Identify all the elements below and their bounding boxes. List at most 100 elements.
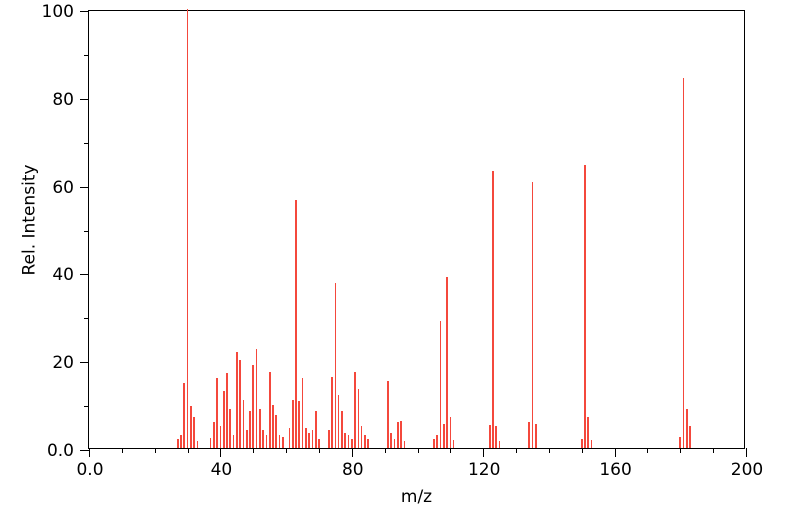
- spectrum-peak: [689, 426, 691, 448]
- spectrum-peak: [275, 415, 278, 448]
- spectrum-peak: [439, 320, 442, 448]
- spectrum-peak: [196, 441, 199, 448]
- y-axis-minor-tick: [84, 318, 89, 320]
- x-axis-minor-tick: [647, 448, 649, 453]
- spectrum-peak: [298, 400, 301, 448]
- spectrum-peak: [216, 377, 218, 448]
- spectrum-peak: [498, 441, 501, 448]
- x-axis-tick-label: 200: [730, 460, 764, 480]
- x-axis-minor-tick: [713, 448, 715, 453]
- spectrum-peak: [314, 410, 317, 448]
- spectrum-peak: [272, 404, 274, 448]
- spectrum-peak: [436, 434, 439, 448]
- y-axis-minor-tick: [84, 406, 89, 408]
- x-axis-tick-label: 160: [599, 460, 632, 480]
- spectrum-peak: [360, 426, 363, 448]
- x-axis-minor-tick: [154, 448, 156, 453]
- spectrum-peak: [209, 438, 212, 448]
- spectrum-peak: [288, 428, 291, 448]
- x-axis-minor-tick: [253, 448, 255, 453]
- spectrum-peak: [252, 365, 255, 448]
- y-axis-tick: 80: [52, 90, 89, 110]
- x-axis-minor-tick: [450, 448, 452, 453]
- spectrum-peak: [364, 434, 366, 448]
- x-axis-minor-tick: [286, 448, 288, 453]
- x-axis-tick: 80: [342, 448, 364, 480]
- spectrum-peak: [304, 428, 307, 448]
- plot-area: 0.0 20 40 60 80 100 0.0 40 80 120 160 200: [42, 2, 764, 480]
- spectrum-peak: [186, 9, 189, 448]
- spectrum-peak: [495, 426, 498, 448]
- spectrum-peak: [446, 276, 448, 448]
- y-axis-minor-tick: [84, 54, 89, 56]
- y-axis-tick-label: 80: [52, 89, 74, 110]
- spectrum-peak: [390, 432, 393, 448]
- spectrum-peak: [354, 372, 356, 448]
- spectrum-peak: [301, 377, 304, 448]
- spectrum-peak: [219, 426, 222, 448]
- x-axis-minor-tick: [121, 448, 123, 453]
- spectrum-peak: [229, 408, 232, 448]
- spectrum-peak: [249, 410, 251, 448]
- spectrum-peak: [331, 376, 333, 448]
- spectrum-peak: [337, 395, 340, 448]
- x-axis-label: m/z: [400, 487, 433, 507]
- spectrum-peak: [262, 430, 264, 448]
- spectrum-peak: [176, 438, 179, 448]
- spectrum-peak: [258, 408, 261, 448]
- spectrum-peak: [341, 410, 343, 448]
- x-axis-minor-tick: [187, 448, 189, 453]
- spectrum-peak: [291, 399, 294, 448]
- spectrum-peak: [268, 372, 271, 448]
- spectrum-peak: [357, 388, 360, 448]
- spectrum-peak: [245, 430, 248, 448]
- spectrum-peak: [492, 170, 494, 448]
- spectrum-peak: [531, 182, 534, 448]
- x-axis-tick-label: 40: [210, 460, 233, 480]
- spectrum-peak: [679, 437, 682, 448]
- spectrum-peak: [180, 434, 182, 448]
- x-axis-tick: 160: [599, 448, 632, 480]
- y-axis-tick: 100: [42, 2, 89, 22]
- x-axis-tick: 200: [731, 448, 763, 480]
- spectrum-peak: [590, 440, 593, 448]
- spectrum-peak: [226, 372, 228, 448]
- x-axis-minor-tick: [384, 448, 386, 453]
- spectrum-peak: [367, 439, 370, 448]
- spectrum-peak: [265, 434, 268, 448]
- y-axis-label: Rel. Intensity: [19, 163, 40, 276]
- x-axis-minor-tick: [581, 448, 583, 453]
- spectrum-peak: [442, 423, 445, 448]
- spectrum-peak: [327, 429, 330, 448]
- y-axis-tick-label: 100: [41, 2, 74, 22]
- y-axis-label-wrapper: Rel. Intensity: [10, 0, 40, 439]
- spectrum-peak: [587, 417, 590, 448]
- spectrum-peak: [183, 383, 186, 448]
- spectrum-peak: [232, 434, 235, 448]
- y-axis-tick-label: 0.0: [46, 441, 74, 461]
- y-axis-tick-label: 60: [52, 177, 74, 198]
- x-axis-minor-tick: [516, 448, 518, 453]
- y-axis-minor-tick: [84, 142, 89, 144]
- x-axis-tick-label: 120: [467, 460, 501, 480]
- spectrum-peak: [452, 440, 455, 448]
- spectrum-peak: [488, 425, 491, 448]
- x-axis-tick-label: 80: [341, 460, 364, 480]
- spectrum-peak: [242, 399, 245, 448]
- spectrum-peak: [235, 352, 238, 448]
- spectrum-peak: [396, 421, 399, 448]
- spectrum-peak: [387, 381, 389, 448]
- spectrum-peak: [403, 441, 406, 448]
- spectrum-peak: [308, 432, 310, 448]
- y-axis-tick-label: 20: [52, 353, 74, 374]
- spectrum-peak: [212, 421, 215, 448]
- spectrum-peak: [686, 408, 688, 448]
- x-axis-minor-tick: [680, 448, 682, 453]
- x-axis-tick-label: 0.0: [76, 460, 104, 480]
- spectrum-peak: [334, 283, 337, 448]
- spectrum-peak: [295, 199, 297, 448]
- spectrum-peak: [400, 420, 402, 448]
- y-axis-minor-tick: [84, 230, 89, 232]
- peak-series: [89, 9, 744, 448]
